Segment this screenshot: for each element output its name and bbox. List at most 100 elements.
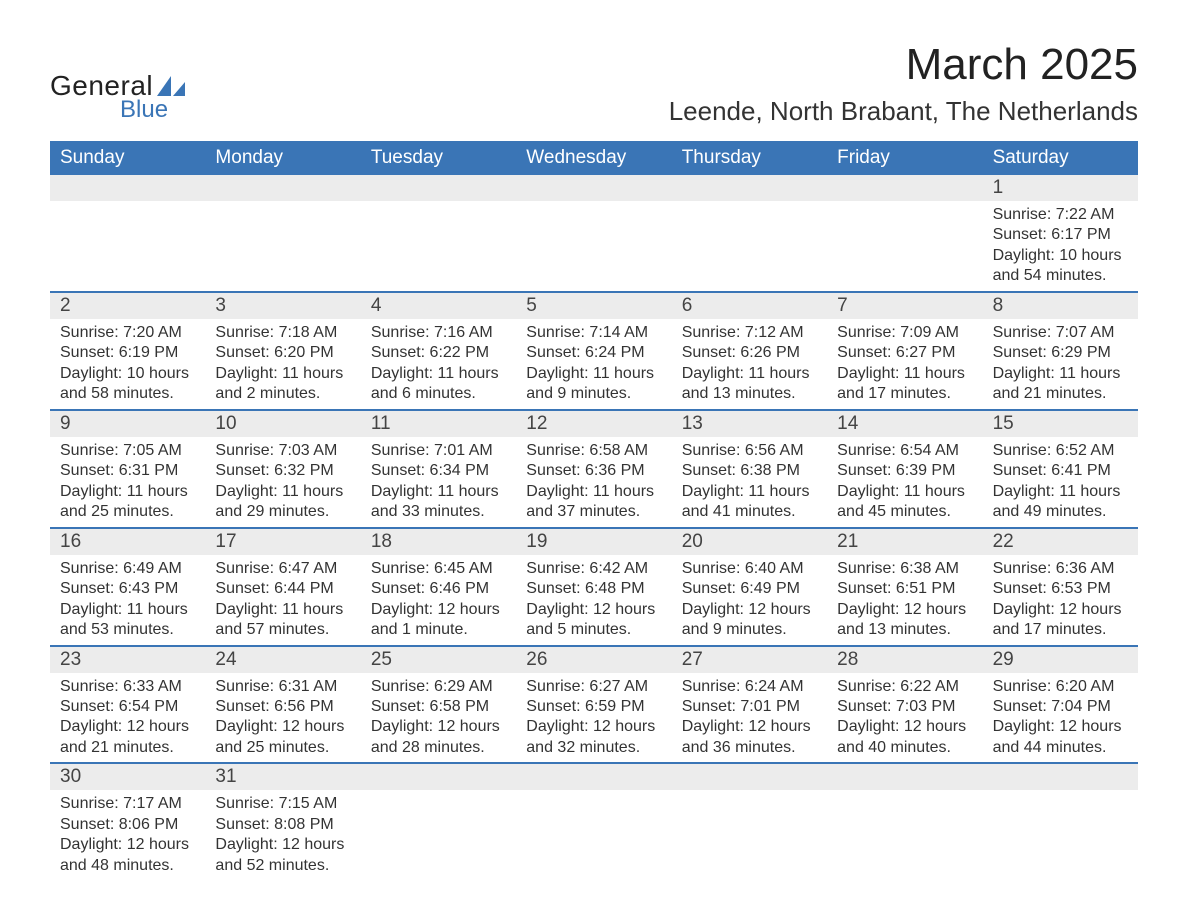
brand-logo: General Blue bbox=[50, 70, 185, 124]
day-cell bbox=[361, 764, 516, 880]
calendar-week: 2Sunrise: 7:20 AMSunset: 6:19 PMDaylight… bbox=[50, 291, 1138, 409]
day-cell: 13Sunrise: 6:56 AMSunset: 6:38 PMDayligh… bbox=[672, 411, 827, 527]
daylight-line-2: and 49 minutes. bbox=[993, 502, 1128, 522]
day-details: Sunrise: 6:56 AMSunset: 6:38 PMDaylight:… bbox=[672, 437, 827, 523]
day-number: 9 bbox=[50, 411, 205, 437]
daylight-line-1: Daylight: 11 hours bbox=[837, 364, 972, 384]
daylight-line-1: Daylight: 12 hours bbox=[993, 717, 1128, 737]
day-number: 24 bbox=[205, 647, 360, 673]
day-details: Sunrise: 6:22 AMSunset: 7:03 PMDaylight:… bbox=[827, 673, 982, 759]
day-number: 8 bbox=[983, 293, 1138, 319]
day-details: Sunrise: 6:36 AMSunset: 6:53 PMDaylight:… bbox=[983, 555, 1138, 641]
sunrise-line: Sunrise: 7:17 AM bbox=[60, 794, 195, 814]
day-cell bbox=[827, 764, 982, 880]
sunrise-line: Sunrise: 7:01 AM bbox=[371, 441, 506, 461]
day-number: 21 bbox=[827, 529, 982, 555]
daylight-line-1: Daylight: 10 hours bbox=[60, 364, 195, 384]
sunset-line: Sunset: 7:04 PM bbox=[993, 697, 1128, 717]
sunset-line: Sunset: 7:03 PM bbox=[837, 697, 972, 717]
day-cell: 25Sunrise: 6:29 AMSunset: 6:58 PMDayligh… bbox=[361, 647, 516, 763]
sunrise-line: Sunrise: 7:05 AM bbox=[60, 441, 195, 461]
sunrise-line: Sunrise: 6:38 AM bbox=[837, 559, 972, 579]
daylight-line-2: and 45 minutes. bbox=[837, 502, 972, 522]
location-subtitle: Leende, North Brabant, The Netherlands bbox=[669, 96, 1138, 127]
day-number bbox=[361, 764, 516, 790]
day-cell: 27Sunrise: 6:24 AMSunset: 7:01 PMDayligh… bbox=[672, 647, 827, 763]
day-cell: 6Sunrise: 7:12 AMSunset: 6:26 PMDaylight… bbox=[672, 293, 827, 409]
day-number: 30 bbox=[50, 764, 205, 790]
weeks-container: 1Sunrise: 7:22 AMSunset: 6:17 PMDaylight… bbox=[50, 175, 1138, 880]
day-number: 13 bbox=[672, 411, 827, 437]
sunrise-line: Sunrise: 7:20 AM bbox=[60, 323, 195, 343]
day-details: Sunrise: 7:01 AMSunset: 6:34 PMDaylight:… bbox=[361, 437, 516, 523]
sunrise-line: Sunrise: 6:45 AM bbox=[371, 559, 506, 579]
daylight-line-1: Daylight: 11 hours bbox=[60, 600, 195, 620]
daylight-line-2: and 25 minutes. bbox=[60, 502, 195, 522]
daylight-line-2: and 28 minutes. bbox=[371, 738, 506, 758]
daylight-line-2: and 13 minutes. bbox=[837, 620, 972, 640]
day-details: Sunrise: 7:16 AMSunset: 6:22 PMDaylight:… bbox=[361, 319, 516, 405]
daylight-line-2: and 1 minute. bbox=[371, 620, 506, 640]
dayname-friday: Friday bbox=[827, 141, 982, 175]
day-details: Sunrise: 6:27 AMSunset: 6:59 PMDaylight:… bbox=[516, 673, 671, 759]
daylight-line-2: and 17 minutes. bbox=[993, 620, 1128, 640]
day-cell: 1Sunrise: 7:22 AMSunset: 6:17 PMDaylight… bbox=[983, 175, 1138, 291]
daylight-line-2: and 58 minutes. bbox=[60, 384, 195, 404]
sunrise-line: Sunrise: 7:03 AM bbox=[215, 441, 350, 461]
daylight-line-2: and 9 minutes. bbox=[682, 620, 817, 640]
sunset-line: Sunset: 6:26 PM bbox=[682, 343, 817, 363]
daylight-line-2: and 53 minutes. bbox=[60, 620, 195, 640]
day-cell: 7Sunrise: 7:09 AMSunset: 6:27 PMDaylight… bbox=[827, 293, 982, 409]
sunrise-line: Sunrise: 7:16 AM bbox=[371, 323, 506, 343]
day-details: Sunrise: 7:22 AMSunset: 6:17 PMDaylight:… bbox=[983, 201, 1138, 287]
daylight-line-1: Daylight: 12 hours bbox=[526, 717, 661, 737]
sunset-line: Sunset: 6:51 PM bbox=[837, 579, 972, 599]
day-number bbox=[827, 764, 982, 790]
dayname-sunday: Sunday bbox=[50, 141, 205, 175]
sunrise-line: Sunrise: 6:56 AM bbox=[682, 441, 817, 461]
day-details: Sunrise: 6:45 AMSunset: 6:46 PMDaylight:… bbox=[361, 555, 516, 641]
sunset-line: Sunset: 6:38 PM bbox=[682, 461, 817, 481]
day-cell bbox=[983, 764, 1138, 880]
daylight-line-1: Daylight: 12 hours bbox=[215, 717, 350, 737]
daylight-line-1: Daylight: 12 hours bbox=[682, 600, 817, 620]
sunrise-line: Sunrise: 6:33 AM bbox=[60, 677, 195, 697]
sunset-line: Sunset: 6:49 PM bbox=[682, 579, 817, 599]
day-number: 31 bbox=[205, 764, 360, 790]
day-cell: 18Sunrise: 6:45 AMSunset: 6:46 PMDayligh… bbox=[361, 529, 516, 645]
daylight-line-2: and 17 minutes. bbox=[837, 384, 972, 404]
day-number bbox=[516, 764, 671, 790]
daylight-line-2: and 32 minutes. bbox=[526, 738, 661, 758]
day-number: 27 bbox=[672, 647, 827, 673]
day-number bbox=[672, 175, 827, 201]
day-number: 29 bbox=[983, 647, 1138, 673]
daylight-line-1: Daylight: 10 hours bbox=[993, 246, 1128, 266]
day-details: Sunrise: 6:20 AMSunset: 7:04 PMDaylight:… bbox=[983, 673, 1138, 759]
daylight-line-2: and 21 minutes. bbox=[993, 384, 1128, 404]
day-number: 25 bbox=[361, 647, 516, 673]
day-cell: 17Sunrise: 6:47 AMSunset: 6:44 PMDayligh… bbox=[205, 529, 360, 645]
daylight-line-1: Daylight: 11 hours bbox=[526, 482, 661, 502]
daylight-line-2: and 6 minutes. bbox=[371, 384, 506, 404]
day-cell: 16Sunrise: 6:49 AMSunset: 6:43 PMDayligh… bbox=[50, 529, 205, 645]
day-cell: 23Sunrise: 6:33 AMSunset: 6:54 PMDayligh… bbox=[50, 647, 205, 763]
day-cell bbox=[516, 764, 671, 880]
calendar-week: 1Sunrise: 7:22 AMSunset: 6:17 PMDaylight… bbox=[50, 175, 1138, 291]
day-details: Sunrise: 6:24 AMSunset: 7:01 PMDaylight:… bbox=[672, 673, 827, 759]
daylight-line-1: Daylight: 12 hours bbox=[837, 717, 972, 737]
day-cell bbox=[672, 175, 827, 291]
day-cell: 26Sunrise: 6:27 AMSunset: 6:59 PMDayligh… bbox=[516, 647, 671, 763]
daylight-line-2: and 13 minutes. bbox=[682, 384, 817, 404]
daylight-line-1: Daylight: 11 hours bbox=[526, 364, 661, 384]
daylight-line-1: Daylight: 12 hours bbox=[60, 717, 195, 737]
sunrise-line: Sunrise: 6:58 AM bbox=[526, 441, 661, 461]
sunset-line: Sunset: 6:20 PM bbox=[215, 343, 350, 363]
daylight-line-2: and 44 minutes. bbox=[993, 738, 1128, 758]
daylight-line-1: Daylight: 11 hours bbox=[215, 600, 350, 620]
daylight-line-1: Daylight: 11 hours bbox=[60, 482, 195, 502]
day-cell: 3Sunrise: 7:18 AMSunset: 6:20 PMDaylight… bbox=[205, 293, 360, 409]
day-details: Sunrise: 7:03 AMSunset: 6:32 PMDaylight:… bbox=[205, 437, 360, 523]
calendar: Sunday Monday Tuesday Wednesday Thursday… bbox=[50, 141, 1138, 880]
sunrise-line: Sunrise: 6:27 AM bbox=[526, 677, 661, 697]
day-number: 16 bbox=[50, 529, 205, 555]
